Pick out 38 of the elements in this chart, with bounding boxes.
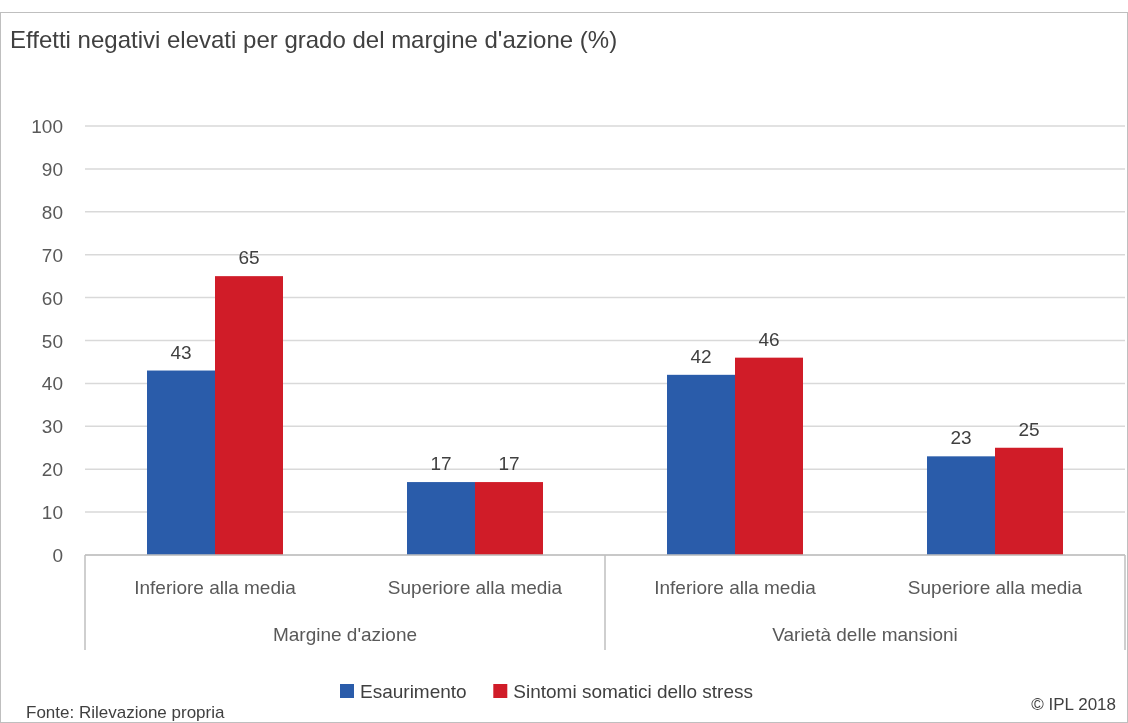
y-tick-label: 90 (41, 158, 63, 180)
bar (407, 482, 475, 555)
data-label: 43 (170, 341, 192, 363)
y-tick-label: 30 (41, 416, 63, 438)
x-tick-label: Inferiore alla media (134, 577, 297, 598)
data-label: 17 (498, 453, 520, 475)
data-label: 17 (430, 453, 452, 475)
legend-label: Esaurimento (360, 681, 467, 702)
bar (147, 370, 215, 555)
x-tick-label: Superiore alla media (387, 577, 563, 598)
bar (215, 276, 283, 555)
data-label: 46 (758, 328, 780, 350)
source-note: Fonte: Rilevazione propria (26, 703, 225, 722)
bar (927, 456, 995, 555)
y-tick-label: 40 (41, 373, 63, 395)
y-tick-label: 80 (41, 201, 63, 223)
data-label: 25 (1018, 418, 1040, 440)
chart-title: Effetti negativi elevati per grado del margine d'azione (%) (10, 26, 618, 53)
y-tick-label: 70 (41, 244, 63, 266)
text: Varietà delle mansioni (772, 624, 958, 645)
text: © IPL 2018 (1031, 695, 1116, 714)
data-label: 23 (950, 427, 972, 449)
legend-label: Sintomi somatici dello stress (513, 681, 753, 702)
data-label: 65 (238, 247, 260, 269)
x-tick-label: Inferiore alla media (654, 577, 817, 598)
y-tick-label: 0 (52, 545, 63, 566)
y-tick-label: 10 (41, 502, 63, 524)
y-tick-label: 20 (41, 459, 63, 481)
y-tick-label: 50 (41, 330, 63, 352)
x-tick-label: Superiore alla media (907, 577, 1083, 598)
bar (475, 482, 543, 555)
data-label: 42 (690, 345, 712, 367)
bar (995, 447, 1063, 555)
text: Margine d'azione (272, 624, 418, 645)
bar (667, 374, 735, 555)
bar (735, 357, 803, 555)
y-tick-label: 60 (41, 287, 63, 309)
y-tick-label: 100 (31, 116, 63, 137)
